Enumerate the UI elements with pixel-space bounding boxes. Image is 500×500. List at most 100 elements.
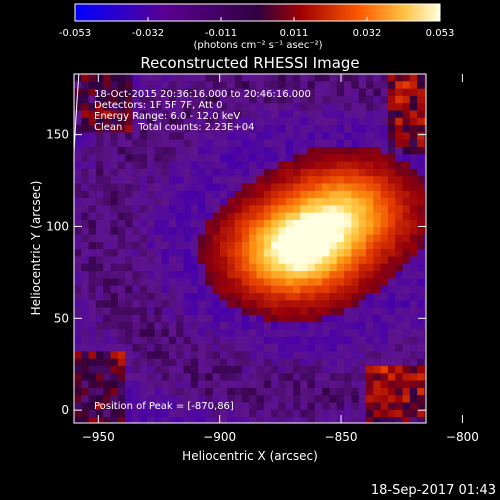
heatmap-cell xyxy=(380,132,389,141)
heatmap-cell xyxy=(234,285,243,294)
heatmap-cell xyxy=(110,409,119,418)
heatmap-cell xyxy=(132,95,141,104)
heatmap-cell xyxy=(344,190,352,199)
heatmap-cell xyxy=(147,161,155,170)
heatmap-cell xyxy=(344,336,352,345)
heatmap-cell xyxy=(190,358,199,367)
heatmap-cell xyxy=(285,161,294,170)
heatmap-cell xyxy=(74,271,82,279)
heatmap-cell xyxy=(103,336,111,345)
heatmap-cell xyxy=(424,147,426,155)
x-tick-label: −800 xyxy=(446,430,479,444)
heatmap-cell xyxy=(366,336,374,345)
heatmap-cell xyxy=(402,395,411,403)
heatmap-cell xyxy=(263,351,272,360)
heatmap-cell xyxy=(409,271,418,279)
heatmap-cell xyxy=(176,198,184,206)
heatmap-cell xyxy=(198,220,206,228)
heatmap-cell xyxy=(88,125,97,133)
heatmap-cell xyxy=(154,344,162,352)
heatmap-cell xyxy=(278,271,287,279)
heatmap-cell xyxy=(103,139,111,148)
heatmap-cell xyxy=(293,293,301,301)
heatmap-cell xyxy=(402,103,411,111)
heatmap-cell xyxy=(227,103,235,111)
heatmap-cell xyxy=(402,387,411,396)
heatmap-cell xyxy=(322,373,330,381)
heatmap-cell xyxy=(74,344,82,352)
heatmap-cell xyxy=(205,329,214,338)
heatmap-cell xyxy=(147,344,155,352)
heatmap-cell xyxy=(380,344,389,352)
heatmap-cell xyxy=(387,198,396,206)
heatmap-cell xyxy=(205,358,214,367)
heatmap-cell xyxy=(329,154,338,162)
heatmap-cell xyxy=(227,322,235,330)
heatmap-cell xyxy=(314,387,323,396)
heatmap-cell xyxy=(241,161,250,170)
heatmap-cell xyxy=(161,329,170,338)
heatmap-cell xyxy=(220,88,228,97)
heatmap-cell xyxy=(161,220,170,228)
heatmap-cell xyxy=(125,132,133,141)
heatmap-cell xyxy=(95,110,104,119)
heatmap-cell xyxy=(336,402,345,411)
heatmap-cell xyxy=(387,234,396,243)
heatmap-cell xyxy=(176,125,184,133)
heatmap-cell xyxy=(241,168,250,177)
heatmap-cell xyxy=(307,278,316,287)
heatmap-cell xyxy=(402,249,411,257)
heatmap-cell xyxy=(409,263,418,272)
heatmap-cell xyxy=(234,190,243,199)
heatmap-cell xyxy=(373,336,381,345)
heatmap-cell xyxy=(271,380,279,389)
heatmap-cell xyxy=(176,147,184,155)
heatmap-cell xyxy=(125,417,133,423)
heatmap-cell xyxy=(125,285,133,294)
heatmap-cell xyxy=(373,168,381,177)
heatmap-cell xyxy=(329,344,338,352)
heatmap-cell xyxy=(249,220,257,228)
heatmap-cell xyxy=(300,103,308,111)
heatmap-cell xyxy=(307,300,316,308)
heatmap-cell xyxy=(417,417,425,423)
heatmap-cell xyxy=(176,103,184,111)
heatmap-cell xyxy=(249,198,257,206)
heatmap-cell xyxy=(358,190,367,199)
heatmap-cell xyxy=(110,117,119,126)
heatmap-cell xyxy=(220,227,228,235)
heatmap-cell xyxy=(227,220,235,228)
heatmap-cell xyxy=(139,278,148,287)
heatmap-cell xyxy=(293,88,301,97)
heatmap-cell xyxy=(103,256,111,265)
heatmap-cell xyxy=(300,88,308,97)
heatmap-cell xyxy=(387,344,396,352)
heatmap-cell xyxy=(212,271,221,279)
heatmap-cell xyxy=(402,154,411,162)
heatmap-cell xyxy=(358,322,367,330)
heatmap-cell xyxy=(74,95,82,104)
heatmap-cell xyxy=(373,256,381,265)
heatmap-cell xyxy=(307,125,316,133)
heatmap-cell xyxy=(358,183,367,192)
heatmap-cell xyxy=(110,300,119,308)
heatmap-cell xyxy=(358,271,367,279)
heatmap-cell xyxy=(278,380,287,389)
heatmap-cell xyxy=(95,117,104,126)
heatmap-cell xyxy=(227,263,235,272)
heatmap-cell xyxy=(322,307,330,316)
heatmap-cell xyxy=(344,285,352,294)
heatmap-cell xyxy=(256,314,265,323)
heatmap-cell xyxy=(380,154,389,162)
heatmap-cell xyxy=(263,212,272,221)
heatmap-cell xyxy=(402,95,411,104)
heatmap-cell xyxy=(74,190,82,199)
heatmap-cell xyxy=(176,139,184,148)
heatmap-cell xyxy=(168,344,177,352)
heatmap-cell xyxy=(88,351,97,360)
heatmap-cell xyxy=(373,125,381,133)
heatmap-cell xyxy=(125,322,133,330)
heatmap-cell xyxy=(358,300,367,308)
heatmap-cell xyxy=(88,358,97,367)
heatmap-cell xyxy=(125,300,133,308)
